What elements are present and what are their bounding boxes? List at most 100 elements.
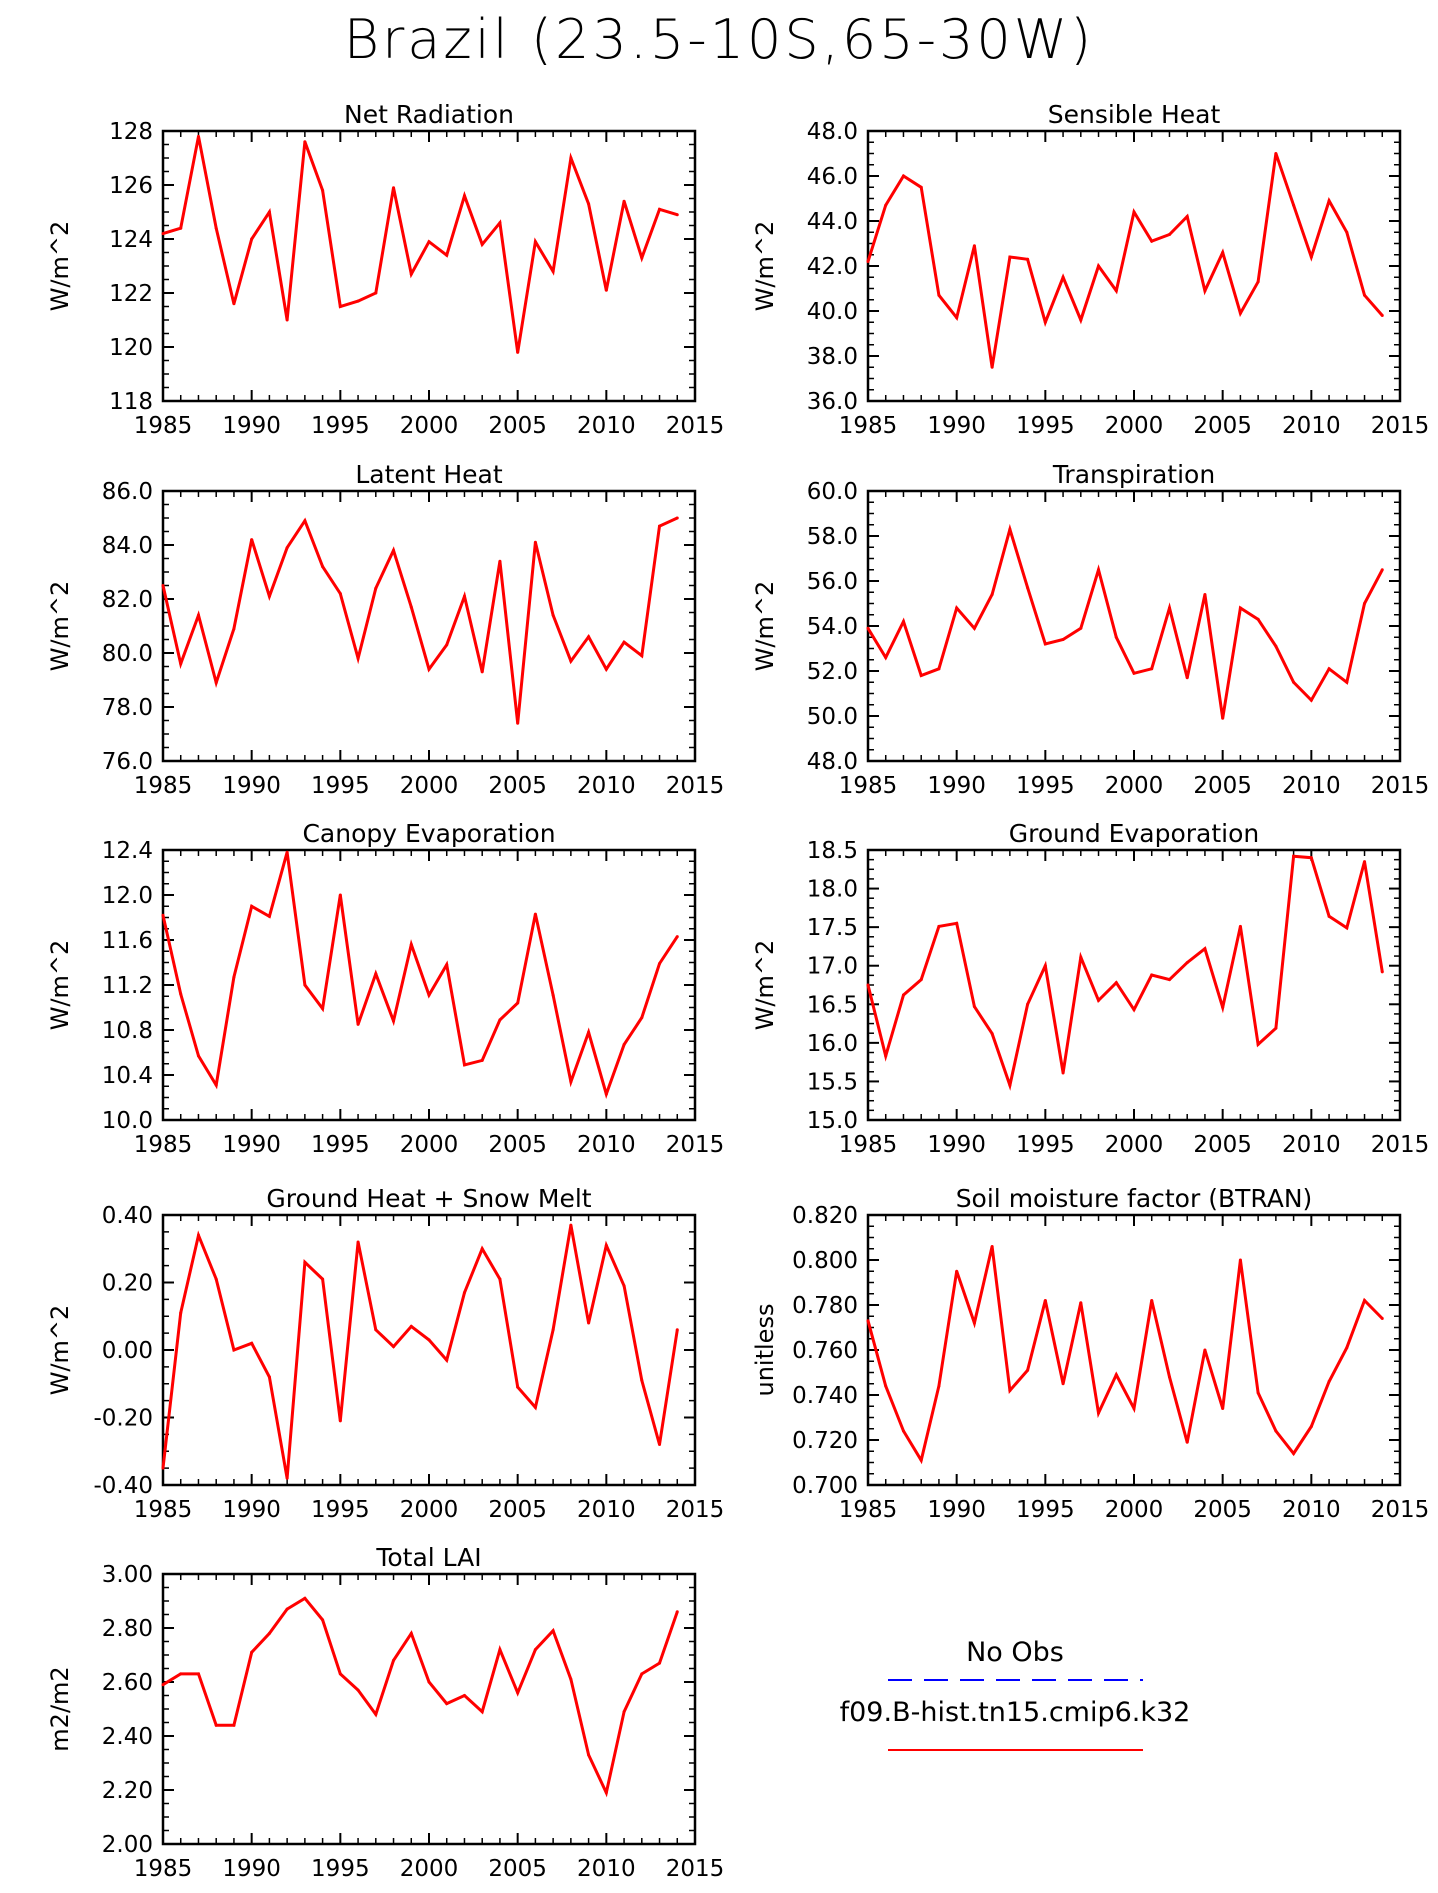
data-point (675, 1328, 679, 1332)
data-point (551, 613, 555, 617)
data-point (1274, 152, 1278, 155)
data-point (196, 134, 200, 138)
y-tick-label: 36.0 (807, 389, 858, 415)
x-tick-label: 1985 (134, 773, 193, 799)
data-point (990, 593, 994, 596)
chart-panel: 1985 1990 1995 2000 2005 2010 2015 48.0 50.0 52.0… (751, 460, 1429, 799)
y-tick-label: 10.4 (102, 1063, 153, 1089)
data-point (1327, 914, 1331, 918)
chart-panel: 1985 1990 1995 2000 2005 2010 2015 10.0 10.4 10.8… (46, 819, 724, 1158)
y-axis-label: m2/m2 (46, 1666, 74, 1751)
data-point (462, 1063, 466, 1067)
data-point (1380, 1317, 1384, 1320)
chart-panel: 1985 1990 1995 2000 2005 2010 2015 118 120 122 124… (46, 100, 724, 439)
data-point (622, 1284, 626, 1288)
y-axis-label: W/m^2 (46, 221, 74, 312)
x-tick-label: 2005 (488, 773, 547, 799)
data-point (1256, 617, 1260, 621)
data-point (303, 519, 307, 523)
panel-title: Ground Heat + Snow Melt (266, 1184, 591, 1213)
x-tick-label: 2005 (1193, 1132, 1252, 1158)
panel-title: Transpiration (1052, 460, 1215, 489)
data-point (1203, 1348, 1207, 1352)
data-point (374, 972, 378, 976)
data-point (374, 291, 378, 295)
data-point (498, 221, 502, 225)
data-point (516, 1001, 520, 1005)
y-tick-label: 0.00 (102, 1338, 153, 1364)
x-tick-label: 1990 (222, 413, 281, 439)
x-tick-label: 1995 (311, 413, 370, 439)
data-point (604, 1791, 608, 1795)
data-point (179, 1311, 183, 1315)
x-tick-label: 1990 (222, 1132, 281, 1158)
data-point (392, 548, 396, 552)
data-point (658, 962, 662, 966)
data-point (214, 1083, 218, 1087)
x-tick-label: 2015 (1371, 1132, 1430, 1158)
data-point (462, 1694, 466, 1697)
data-point (285, 1607, 289, 1611)
x-tick-label: 1985 (134, 1132, 193, 1158)
data-point (392, 1345, 396, 1349)
data-point (569, 1677, 573, 1681)
x-tick-label: 2010 (577, 1497, 636, 1523)
y-tick-label: 2.40 (102, 1724, 153, 1750)
data-point (267, 594, 271, 598)
page-title: Brazil (23.5-10S,65-30W) (343, 8, 1095, 71)
x-tick-label: 1985 (134, 413, 193, 439)
data-point (1026, 1002, 1030, 1006)
data-point (1008, 1083, 1012, 1087)
data-point (480, 1058, 484, 1062)
data-point (640, 256, 644, 260)
x-tick-label: 1995 (311, 1856, 370, 1882)
x-tick-label: 2015 (1371, 1497, 1430, 1523)
x-tick-label: 2005 (488, 1132, 547, 1158)
y-tick-label: 2.20 (102, 1778, 153, 1804)
y-tick-label: 38.0 (807, 344, 858, 370)
y-tick-label: 54.0 (807, 614, 858, 640)
data-point (179, 662, 183, 666)
x-tick-label: 2010 (1282, 773, 1341, 799)
data-point (1292, 1452, 1296, 1455)
y-tick-label: 60.0 (807, 479, 858, 505)
x-tick-label: 2015 (1371, 773, 1430, 799)
plot-frame (866, 1213, 1402, 1487)
data-point (1380, 970, 1384, 974)
data-point (1327, 667, 1331, 671)
x-tick-label: 1990 (927, 1132, 986, 1158)
data-point (640, 1672, 644, 1676)
data-point (1274, 644, 1278, 648)
panel-title: Latent Heat (355, 460, 503, 489)
data-point (285, 318, 289, 322)
data-point (901, 174, 905, 178)
data-point (232, 627, 236, 631)
series-line (866, 153, 1384, 368)
data-point (356, 1240, 360, 1244)
y-tick-label: 78.0 (102, 695, 153, 721)
data-point (990, 365, 994, 369)
data-point (1061, 1071, 1065, 1075)
data-point (409, 1324, 413, 1328)
x-tick-label: 1985 (839, 773, 898, 799)
data-point (480, 1710, 484, 1714)
x-tick-label: 2010 (1282, 1132, 1341, 1158)
data-point (1221, 716, 1225, 720)
data-point (937, 667, 941, 671)
data-point (196, 613, 200, 617)
data-point (462, 194, 466, 198)
data-point (480, 670, 484, 674)
data-point (569, 1080, 573, 1084)
data-point (392, 1019, 396, 1023)
y-axis-label: unitless (751, 1304, 779, 1397)
data-point (462, 594, 466, 598)
data-point (1150, 667, 1154, 671)
y-tick-label: 11.6 (102, 928, 153, 954)
data-point (901, 620, 905, 623)
x-tick-label: 1995 (311, 773, 370, 799)
data-point (884, 1054, 888, 1058)
data-point (533, 240, 537, 244)
x-tick-label: 2015 (666, 1856, 725, 1882)
panel-title: Soil moisture factor (BTRAN) (956, 1184, 1313, 1213)
chart-panel: 1985 1990 1995 2000 2005 2010 2015 15.0 15.5 16.0… (751, 819, 1429, 1158)
